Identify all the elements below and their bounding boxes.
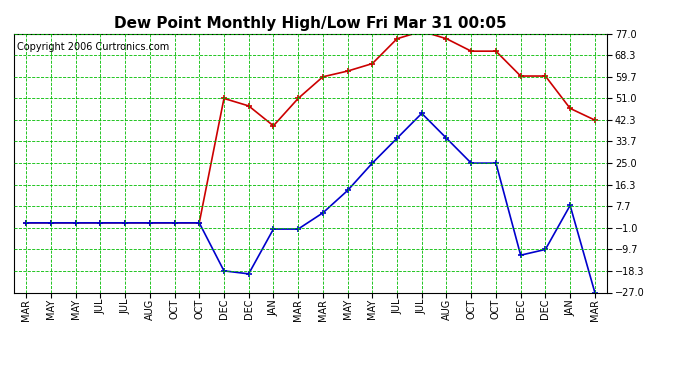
Text: Copyright 2006 Curtronics.com: Copyright 2006 Curtronics.com bbox=[17, 42, 169, 51]
Title: Dew Point Monthly High/Low Fri Mar 31 00:05: Dew Point Monthly High/Low Fri Mar 31 00… bbox=[114, 16, 507, 31]
